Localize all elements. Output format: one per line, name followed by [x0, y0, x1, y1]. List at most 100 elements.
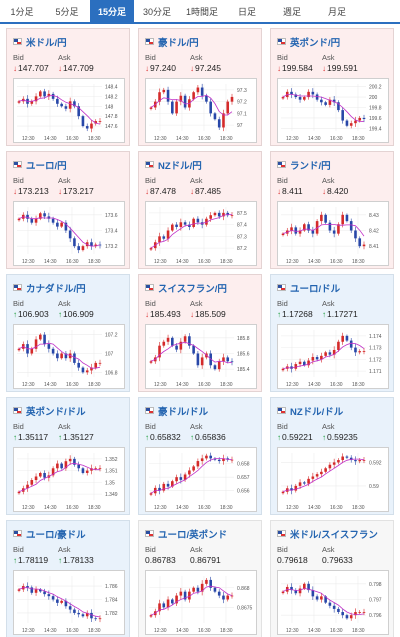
- mini-chart[interactable]: 0.592 0.59 12:30 14:30 16:30 18:30: [277, 447, 389, 512]
- candle-body: [56, 222, 59, 227]
- arrow-down-icon: ↓: [190, 186, 194, 196]
- mini-chart[interactable]: 1.352 1.351 1.35 1.349 12:30 14:30 16:30 18:30: [13, 447, 125, 512]
- mini-chart[interactable]: 185.8 185.6 185.4 12:30 14:30 16:30 18:30: [145, 324, 257, 389]
- pair-name[interactable]: 豪ドル/円: [158, 37, 199, 49]
- rate-card[interactable]: 米ドル/スイスフラン Bid Ask 0.79618 0.79633 0.798 0.797…: [270, 520, 394, 637]
- candle-body: [213, 212, 217, 216]
- candle-body: [230, 215, 234, 217]
- rate-card[interactable]: カナダドル/円 Bid Ask ↑ 106.903 ↑ 106.909 107.2 107 106…: [6, 274, 130, 392]
- card-title[interactable]: NZドル/円: [145, 158, 257, 172]
- rate-card[interactable]: ユーロ/円 Bid Ask ↓ 173.213 ↓ 173.217 173.6 173.4 173…: [6, 151, 130, 269]
- mini-chart[interactable]: 1.174 1.173 1.172 1.171 12:30 14:30 16:30 18:30: [277, 324, 389, 389]
- tab-1[interactable]: 5分足: [55, 6, 79, 17]
- candle-body: [56, 98, 59, 104]
- moving-average-line: [282, 342, 365, 370]
- candle-body: [39, 589, 42, 592]
- mini-chart[interactable]: 107.2 107 106.8 12:30 14:30 16:30 18:30: [13, 324, 125, 389]
- pair-name[interactable]: スイスフラン/円: [158, 283, 227, 295]
- pair-name[interactable]: 英ポンド/ドル: [26, 406, 86, 418]
- mini-chart[interactable]: 1.786 1.784 1.782 12:30 14:30 16:30 18:30: [13, 570, 125, 635]
- pair-name[interactable]: 米ドル/スイスフラン: [290, 529, 378, 541]
- pair-name[interactable]: ランド/円: [290, 160, 331, 172]
- candle-body: [179, 341, 183, 350]
- candle-body: [230, 595, 234, 597]
- pair-name[interactable]: ユーロ/ドル: [290, 283, 341, 295]
- rate-card[interactable]: NZドル/円 Bid Ask ↓ 87.478 ↓ 87.485 87.5 87.4 87.3 87…: [138, 151, 262, 269]
- bid-price: 87.478: [150, 186, 176, 196]
- mini-chart[interactable]: 200.2 200 199.8 199.6 199.4 12:30 14:30 16:30 18…: [277, 78, 389, 143]
- bid-label: Bid: [145, 545, 156, 554]
- mini-chart[interactable]: 173.6 173.4 173.2 12:30 14:30 16:30 18:30: [13, 201, 125, 266]
- candle-body: [94, 468, 98, 470]
- mini-chart[interactable]: 97.3 97.2 97.1 97 12:30 14:30 16:30 18:30: [145, 78, 257, 143]
- bid-label: Bid: [145, 176, 156, 185]
- candle-body: [290, 227, 293, 231]
- tab-7[interactable]: 月足: [327, 6, 346, 17]
- x-tick-label: 16:30: [198, 628, 211, 634]
- card-title[interactable]: 米ドル/スイスフラン: [277, 527, 389, 541]
- rate-card[interactable]: ランド/円 Bid Ask ↓ 8.411 ↓ 8.420 8.43 8.42 8.41 12:30…: [270, 151, 394, 269]
- candle-body: [328, 99, 332, 105]
- candle-body: [337, 460, 340, 463]
- pair-name[interactable]: ユーロ/英ポンド: [158, 529, 228, 541]
- y-tick-label: 0.658: [237, 462, 250, 468]
- rate-card[interactable]: 豪ドル/ドル Bid Ask ↑ 0.65832 ↑ 0.65836 0.658 0.657 0.…: [138, 397, 262, 515]
- candle-body: [26, 586, 29, 588]
- y-tick-label: 87.4: [237, 223, 247, 229]
- rate-card[interactable]: スイスフラン/円 Bid Ask ↓ 185.493 ↓ 185.509 185.8 185.6…: [138, 274, 262, 392]
- x-tick-label: 16:30: [330, 382, 343, 388]
- candle-body: [362, 244, 366, 247]
- tab-3[interactable]: 30分足: [142, 6, 171, 17]
- card-title[interactable]: 英ポンド/ドル: [13, 404, 125, 418]
- card-title[interactable]: 豪ドル/円: [145, 35, 257, 49]
- pair-name[interactable]: カナダドル/円: [26, 283, 86, 295]
- mini-chart[interactable]: 148.4 148.2 148 147.8 147.6 12:30 14:30 16:30 18…: [13, 78, 125, 143]
- candle-body: [94, 244, 98, 247]
- rate-card[interactable]: 豪ドル/円 Bid Ask ↓ 97.240 ↓ 97.245 97.3 97.2 97.1 97 1…: [138, 28, 262, 146]
- tab-5[interactable]: 日足: [237, 6, 256, 17]
- pair-name[interactable]: 米ドル/円: [26, 37, 67, 49]
- rate-card[interactable]: 米ドル/円 Bid Ask ↓ 147.707 ↓ 147.709 148.4 148.2 148…: [6, 28, 130, 146]
- candle-body: [149, 248, 153, 250]
- card-title[interactable]: ユーロ/英ポンド: [145, 527, 257, 541]
- tab-0[interactable]: 1分足: [10, 6, 34, 17]
- pair-name[interactable]: 豪ドル/ドル: [158, 406, 209, 418]
- card-title[interactable]: 米ドル/円: [13, 35, 125, 49]
- tab-4[interactable]: 1時間足: [185, 6, 218, 17]
- bid-label: Bid: [13, 53, 24, 62]
- card-title[interactable]: NZドル/ドル: [277, 404, 389, 418]
- card-title[interactable]: カナダドル/円: [13, 281, 125, 295]
- card-title[interactable]: スイスフラン/円: [145, 281, 257, 295]
- rate-card[interactable]: ユーロ/豪ドル Bid Ask ↑ 1.78119 ↑ 1.78133 1.786 1.784 1…: [6, 520, 130, 637]
- flag-icon: [145, 161, 154, 168]
- candle-body: [81, 116, 85, 127]
- mini-chart[interactable]: 87.5 87.4 87.3 87.2 12:30 14:30 16:30 18:30: [145, 201, 257, 266]
- tab-6[interactable]: 週足: [282, 6, 301, 17]
- mini-chart[interactable]: 0.868 0.8675 12:30 14:30 16:30 18:30: [145, 570, 257, 635]
- card-title[interactable]: 英ポンド/円: [277, 35, 389, 49]
- card-title[interactable]: ユーロ/ドル: [277, 281, 389, 295]
- tab-2[interactable]: 15分足: [90, 0, 134, 22]
- mini-chart[interactable]: 0.798 0.797 0.796 12:30 14:30 16:30 18:30: [277, 570, 389, 635]
- y-tick-label: 97.1: [237, 111, 247, 117]
- pair-name[interactable]: ユーロ/円: [26, 160, 67, 172]
- candle-body: [290, 586, 293, 591]
- rate-card[interactable]: ユーロ/ドル Bid Ask ↑ 1.17268 ↑ 1.17271 1.174 1.173 1.…: [270, 274, 394, 392]
- rate-card[interactable]: 英ポンド/ドル Bid Ask ↑ 1.35117 ↑ 1.35127 1.352 1.351 1…: [6, 397, 130, 515]
- pair-name[interactable]: 英ポンド/円: [290, 37, 341, 49]
- chart-svg: 1.352 1.351 1.35 1.349 12:30 14:30 16:30 18:30: [17, 453, 118, 511]
- mini-chart[interactable]: 0.658 0.657 0.656 12:30 14:30 16:30 18:30: [145, 447, 257, 512]
- card-title[interactable]: ランド/円: [277, 158, 389, 172]
- card-title[interactable]: 豪ドル/ドル: [145, 404, 257, 418]
- pair-name[interactable]: ユーロ/豪ドル: [26, 529, 86, 541]
- rate-card[interactable]: ユーロ/英ポンド Bid Ask 0.86783 0.86791 0.868 0.8675 1…: [138, 520, 262, 637]
- candle-body: [166, 230, 170, 239]
- arrow-up-icon: ↑: [145, 432, 149, 442]
- card-title[interactable]: ユーロ/円: [13, 158, 125, 172]
- card-title[interactable]: ユーロ/豪ドル: [13, 527, 125, 541]
- mini-chart[interactable]: 8.43 8.42 8.41 12:30 14:30 16:30 18:30: [277, 201, 389, 266]
- pair-name[interactable]: NZドル/円: [158, 160, 202, 172]
- pair-name[interactable]: NZドル/ドル: [290, 406, 344, 418]
- rate-card[interactable]: 英ポンド/円 Bid Ask ↓ 199.584 ↓ 199.591 200.2 200 199.…: [270, 28, 394, 146]
- rate-card[interactable]: NZドル/ドル Bid Ask ↑ 0.59221 ↑ 0.59235 0.592 0.59 12…: [270, 397, 394, 515]
